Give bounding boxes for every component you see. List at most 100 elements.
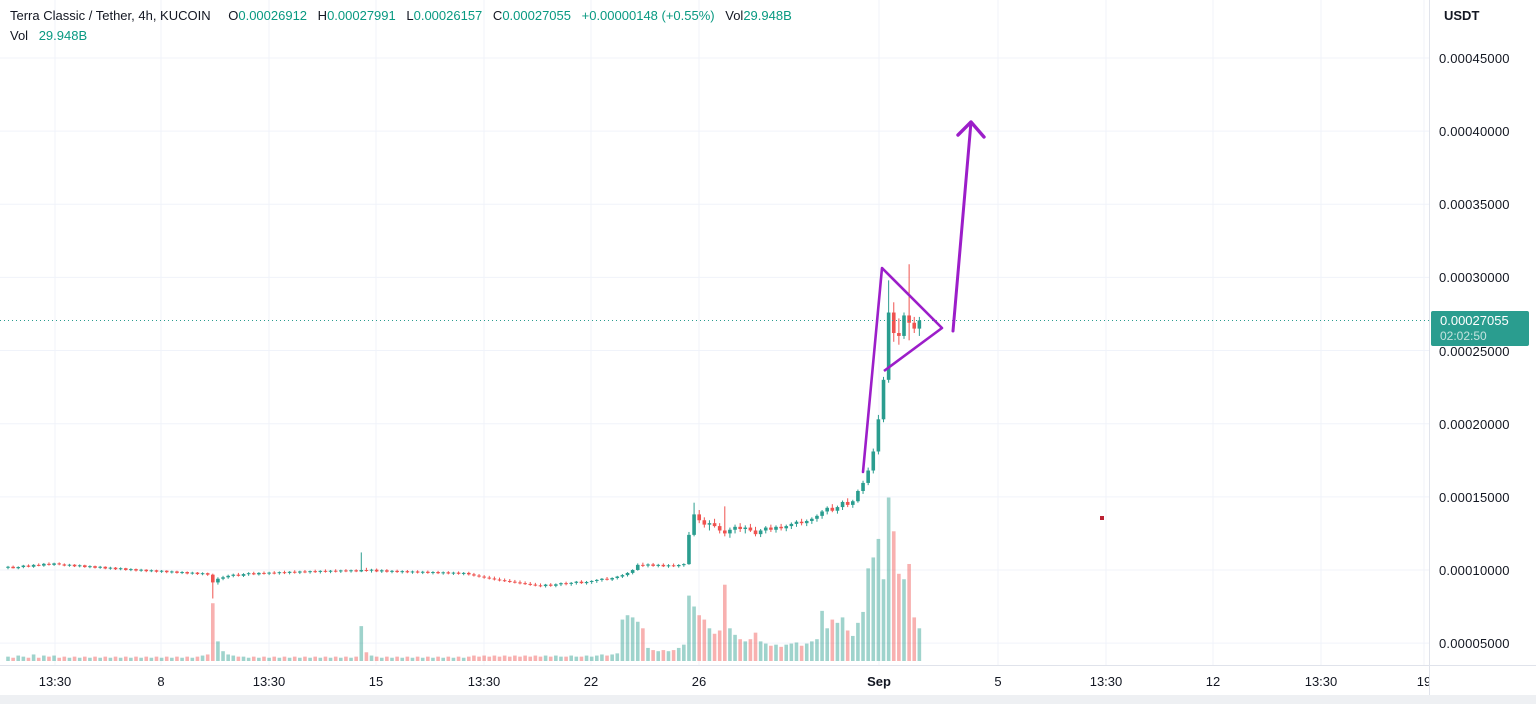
- volume-bar: [676, 647, 681, 661]
- candle-body: [57, 563, 61, 565]
- candle-body: [912, 322, 917, 329]
- candle-body: [605, 578, 609, 580]
- candle-body: [902, 315, 906, 336]
- candle-body: [282, 572, 287, 574]
- candle-body: [641, 564, 645, 566]
- breakout-arrow-head[interactable]: [956, 120, 986, 139]
- volume-bar: [451, 657, 456, 661]
- volume-bar: [548, 656, 553, 661]
- volume-bar: [717, 630, 722, 661]
- volume-bar: [246, 657, 251, 661]
- candle-body: [251, 573, 256, 575]
- candle-body: [328, 570, 333, 572]
- candle-body: [692, 514, 696, 535]
- volume-bar: [666, 651, 671, 661]
- current-price-value: 0.00027055: [1440, 313, 1509, 329]
- candle-body: [246, 573, 251, 575]
- volume-bar: [835, 622, 840, 661]
- volume-bar: [543, 655, 548, 661]
- candle-body: [31, 564, 36, 567]
- volume-bar: [154, 656, 159, 661]
- volume-bar: [595, 655, 599, 661]
- symbol-title[interactable]: Terra Classic / Tether, 4h, KUCOIN: [10, 8, 211, 23]
- candle-body: [205, 573, 210, 575]
- volume-bar: [907, 563, 911, 661]
- candle-body: [707, 523, 712, 525]
- volume-bar: [738, 639, 742, 661]
- volume-indicator-label[interactable]: Vol: [10, 28, 29, 43]
- volume-bar: [236, 656, 241, 661]
- candle-body: [461, 572, 466, 574]
- time-axis[interactable]: 13:30 8 13:30 15 13:30 22 26 Sep 5 13:30 12 13:30 19: [0, 665, 1536, 695]
- trend-pole-drawing[interactable]: [861, 266, 884, 474]
- volume-bar: [164, 656, 169, 661]
- volume-bar: [395, 656, 399, 661]
- volume-bar: [625, 615, 630, 661]
- volume-bar: [502, 655, 507, 661]
- candle-body: [241, 574, 246, 576]
- candle-body: [615, 576, 620, 579]
- time-axis-label: 26: [691, 674, 707, 689]
- volume-bar: [856, 622, 860, 661]
- candle-body: [682, 564, 686, 566]
- candle-body: [815, 515, 819, 519]
- candle-body: [600, 578, 604, 580]
- candle-body: [748, 527, 753, 531]
- volume-bar: [369, 655, 374, 661]
- candlestick-chart-canvas[interactable]: [0, 0, 1429, 665]
- candle-body: [354, 570, 358, 572]
- legend-line-2: Vol 29.948B: [10, 26, 792, 46]
- candle-body: [216, 578, 220, 583]
- candle-body: [492, 578, 497, 580]
- volume-bar: [354, 656, 358, 661]
- volume-bar: [374, 656, 379, 661]
- volume-bar: [605, 655, 609, 661]
- candle-body: [856, 490, 860, 502]
- candle-body: [554, 584, 558, 586]
- time-axis-label: 13:30: [1089, 674, 1123, 689]
- price-axis-label: 0.00025000: [1439, 343, 1510, 359]
- candle-body: [507, 580, 512, 582]
- candle-body: [579, 581, 584, 584]
- candle-body: [482, 576, 486, 578]
- candle-body: [410, 571, 415, 573]
- chart-plot-area[interactable]: Terra Classic / Tether, 4h, KUCOIN O0.00…: [0, 0, 1429, 665]
- candle-body: [344, 570, 348, 572]
- candle-body: [211, 574, 215, 583]
- volume-bar: [67, 657, 72, 661]
- candle-body: [333, 570, 338, 572]
- candle-body: [687, 534, 691, 565]
- volume-bar: [420, 657, 425, 661]
- candle-body: [185, 572, 189, 574]
- candle-body: [395, 570, 399, 573]
- candle-body: [231, 574, 236, 576]
- candle-body: [897, 333, 901, 336]
- candle-body: [861, 482, 865, 491]
- candle-body: [431, 572, 435, 574]
- open-value: 0.00026912: [238, 8, 308, 23]
- volume-bar: [656, 651, 661, 661]
- volume-bar: [769, 645, 773, 661]
- candle-body: [774, 526, 778, 530]
- volume-bar: [231, 655, 236, 661]
- breakout-arrow-line[interactable]: [951, 120, 973, 333]
- volume-bar: [507, 656, 512, 661]
- volume-bar: [554, 655, 558, 661]
- volume-bar: [774, 644, 778, 661]
- time-axis-label: 5: [994, 674, 1002, 689]
- volume-bar: [170, 657, 174, 661]
- volume-bar: [303, 656, 307, 661]
- volume-bar: [226, 654, 230, 661]
- time-axis-label: 13:30: [1304, 674, 1338, 689]
- volume-bar: [149, 657, 154, 661]
- candle-body: [139, 569, 143, 571]
- candle-body: [62, 564, 67, 566]
- volume-bar: [308, 657, 312, 661]
- volume-bar: [298, 657, 302, 661]
- volume-bar: [26, 657, 31, 661]
- volume-bar: [436, 656, 440, 661]
- candle-body: [190, 572, 195, 574]
- price-axis[interactable]: USDT 0.00027055 02:02:50 0.00045000 0.000…: [1429, 0, 1536, 665]
- pennant-drawing[interactable]: [881, 267, 944, 373]
- candle-body: [451, 572, 456, 574]
